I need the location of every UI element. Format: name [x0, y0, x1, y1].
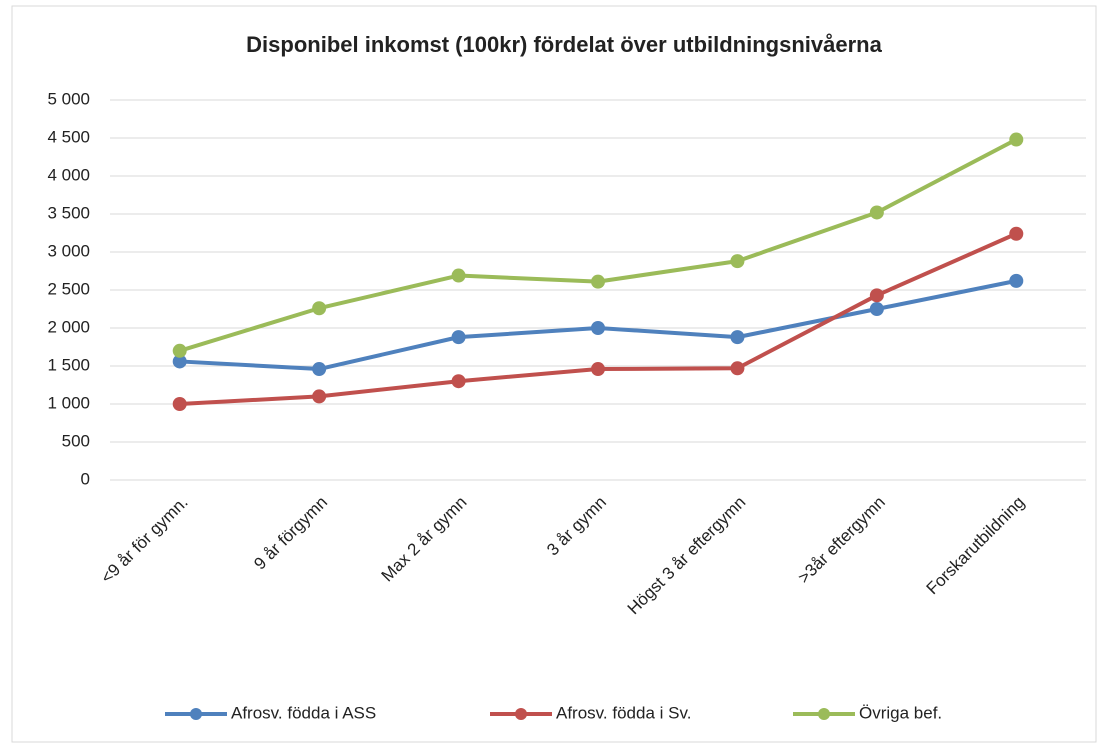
point [730, 361, 745, 376]
point [312, 389, 327, 404]
point [172, 343, 187, 358]
point [312, 362, 327, 377]
chart-title: Disponibel inkomst (100kr) fördelat över… [246, 32, 882, 57]
point [591, 274, 605, 289]
point [869, 302, 884, 316]
legend-marker [818, 708, 830, 720]
y-tick-label: 5 000 [47, 89, 90, 108]
y-tick-label: 500 [62, 431, 90, 450]
point [730, 330, 745, 345]
point [869, 205, 884, 220]
y-tick-label: 1 500 [47, 355, 90, 374]
point [591, 362, 605, 377]
y-tick-label: 2 500 [47, 279, 90, 298]
y-tick-label: 3 500 [47, 203, 90, 222]
point [172, 397, 187, 411]
point [869, 288, 884, 303]
point [172, 354, 187, 369]
point [312, 301, 327, 316]
point [730, 254, 745, 269]
point [451, 374, 466, 389]
legend-label: Övriga bef. [859, 703, 942, 722]
y-tick-label: 0 [81, 469, 90, 488]
y-tick-label: 3 000 [47, 241, 90, 260]
y-tick-label: 2 000 [47, 317, 90, 336]
y-tick-label: 4 000 [47, 165, 90, 184]
point [451, 330, 466, 345]
legend-marker [515, 708, 527, 720]
point [1009, 132, 1024, 147]
point [1009, 226, 1024, 241]
point [451, 268, 466, 283]
y-tick-label: 4 500 [47, 127, 90, 146]
legend-label: Afrosv. födda i Sv. [556, 703, 691, 722]
point [1009, 273, 1024, 288]
point [591, 321, 605, 335]
legend-marker [190, 708, 202, 720]
y-tick-label: 1 000 [47, 393, 90, 412]
legend-label: Afrosv. födda i ASS [231, 703, 376, 722]
